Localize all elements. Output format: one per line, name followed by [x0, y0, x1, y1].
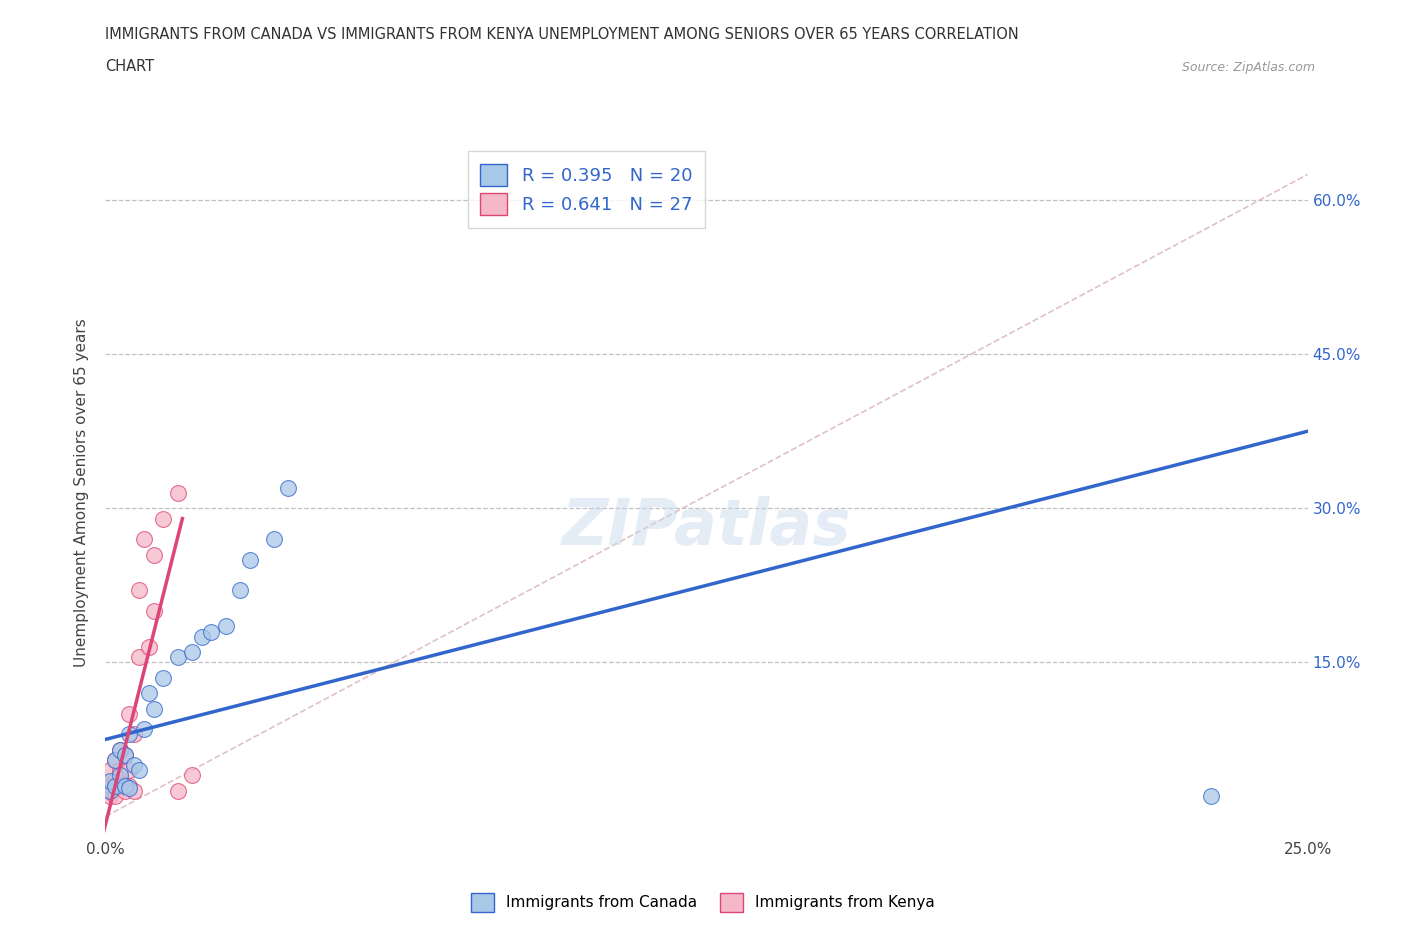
Point	[152, 671, 174, 685]
Point	[128, 583, 150, 598]
Point	[104, 778, 127, 793]
Point	[114, 783, 136, 798]
Point	[229, 583, 252, 598]
Point	[128, 650, 150, 665]
Text: IMMIGRANTS FROM CANADA VS IMMIGRANTS FROM KENYA UNEMPLOYMENT AMONG SENIORS OVER : IMMIGRANTS FROM CANADA VS IMMIGRANTS FRO…	[105, 27, 1019, 42]
Point	[132, 722, 155, 737]
Point	[138, 640, 160, 655]
Text: Source: ZipAtlas.com: Source: ZipAtlas.com	[1181, 61, 1315, 74]
Point	[108, 742, 131, 757]
Point	[118, 780, 141, 795]
Point	[142, 604, 165, 618]
Point	[98, 783, 121, 798]
Point	[98, 778, 121, 793]
Point	[98, 773, 121, 788]
Point	[114, 748, 136, 763]
Point	[114, 778, 136, 793]
Point	[124, 783, 146, 798]
Point	[104, 752, 127, 767]
Point	[104, 773, 127, 788]
Point	[166, 485, 188, 500]
Point	[181, 768, 204, 783]
Point	[114, 748, 136, 763]
Text: CHART: CHART	[105, 60, 155, 74]
Point	[1201, 789, 1223, 804]
Point	[118, 778, 141, 793]
Point	[200, 624, 222, 639]
Point	[142, 547, 165, 562]
Point	[142, 701, 165, 716]
Point	[108, 763, 131, 777]
Point	[239, 552, 262, 567]
Point	[108, 768, 131, 783]
Point	[98, 789, 121, 804]
Point	[104, 789, 127, 804]
Point	[118, 727, 141, 742]
Point	[108, 778, 131, 793]
Point	[263, 532, 285, 547]
Point	[118, 763, 141, 777]
Point	[138, 685, 160, 700]
Legend: Immigrants from Canada, Immigrants from Kenya: Immigrants from Canada, Immigrants from …	[465, 887, 941, 918]
Point	[128, 763, 150, 777]
Legend: R = 0.395   N = 20, R = 0.641   N = 27: R = 0.395 N = 20, R = 0.641 N = 27	[468, 151, 704, 228]
Point	[166, 650, 188, 665]
Text: ZIPatlas: ZIPatlas	[562, 497, 851, 558]
Point	[152, 512, 174, 526]
Point	[124, 758, 146, 773]
Point	[124, 727, 146, 742]
Point	[214, 619, 236, 634]
Y-axis label: Unemployment Among Seniors over 65 years: Unemployment Among Seniors over 65 years	[75, 319, 90, 668]
Point	[98, 763, 121, 777]
Point	[98, 783, 121, 798]
Point	[132, 532, 155, 547]
Point	[277, 480, 299, 495]
Point	[118, 706, 141, 721]
Point	[108, 742, 131, 757]
Point	[166, 783, 188, 798]
Point	[104, 752, 127, 767]
Point	[181, 644, 204, 659]
Point	[190, 630, 212, 644]
